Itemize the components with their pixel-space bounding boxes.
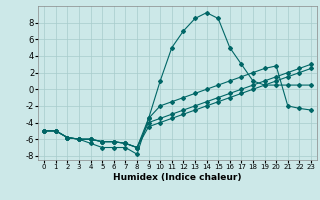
X-axis label: Humidex (Indice chaleur): Humidex (Indice chaleur) [113, 173, 242, 182]
